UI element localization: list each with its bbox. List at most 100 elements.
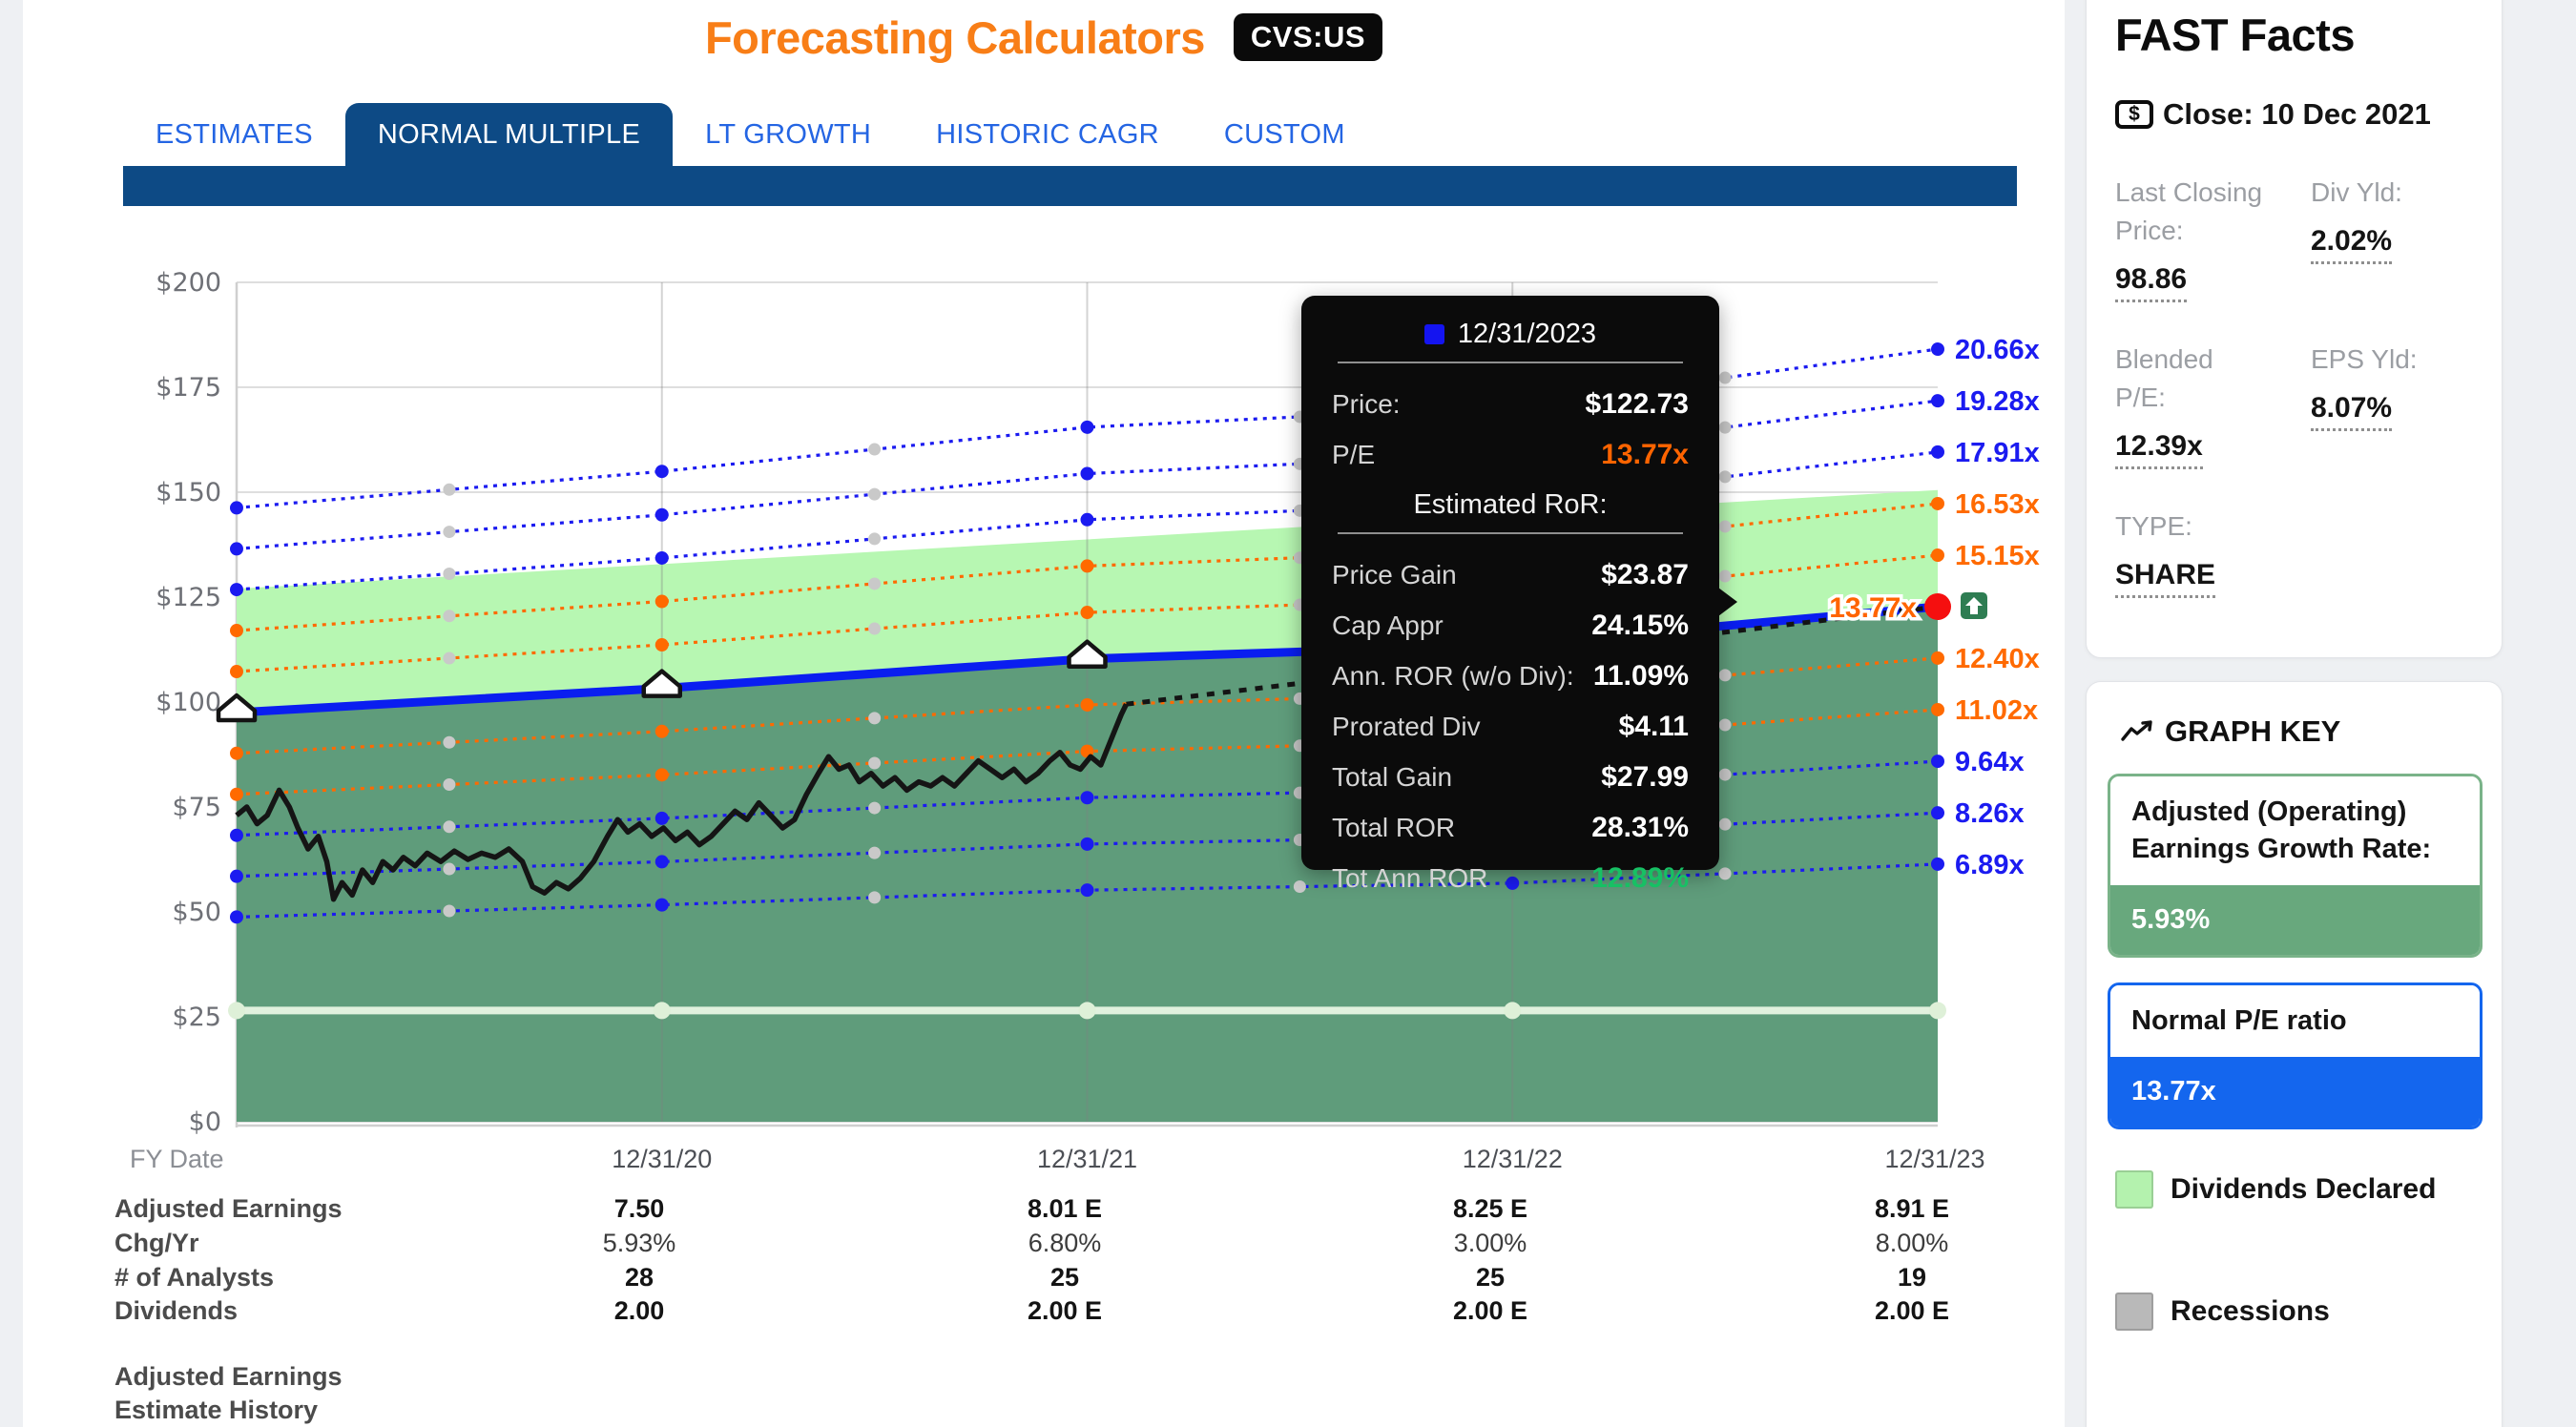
table-cell: 2.00 E [1874, 1296, 1950, 1325]
pe-line-col-dot [1080, 559, 1094, 573]
table-cell: 3.00% [1453, 1229, 1527, 1257]
fast-fact-item: Blended P/E: 12.39x [2115, 341, 2311, 469]
tab-lt-growth[interactable]: LT GROWTH [705, 118, 872, 150]
close-date-label: Close: 10 Dec 2021 [2163, 97, 2431, 131]
pe-line-mid-dot [1718, 817, 1732, 831]
table-row-label: Chg/Yr [114, 1229, 199, 1257]
pe-line-col-dot [1080, 420, 1094, 434]
fast-fact-value[interactable]: 12.39x [2115, 430, 2203, 469]
pe-line-end-dot [230, 910, 243, 924]
x-axis-tick-label: 12/31/20 [612, 1145, 712, 1173]
tooltip-row-label: Total Gain [1332, 761, 1453, 792]
normal-pe-key-card[interactable]: Normal P/E ratio 13.77x [2108, 982, 2483, 1129]
pe-line-mid-dot [868, 846, 882, 859]
tooltip-row-label: Cap Appr [1332, 610, 1444, 640]
pe-line-col-dot [654, 898, 669, 912]
pe-line-col-dot [654, 855, 669, 869]
pe-line-mid-dot [868, 487, 882, 501]
tooltip-row-label: Price: [1332, 388, 1401, 419]
dividend-payout-dot [1929, 1002, 1946, 1020]
normal-pe-value: 13.77x [2110, 1057, 2480, 1127]
forecast-chart[interactable]: $0 $25 $50 $75 $100 $125 $150 $175 $200 20.66x 19.… [118, 267, 2103, 1173]
pe-multiple-label: 8.26x [1955, 798, 2025, 829]
pe-multiple-label: 20.66x [1955, 335, 2040, 365]
x-axis-title: FY Date [130, 1145, 224, 1173]
pe-line-end-dot [1931, 394, 1944, 408]
tooltip-row-value: $122.73 [1585, 387, 1689, 420]
dividend-payout-dot [1078, 1002, 1096, 1020]
fast-fact-value[interactable]: SHARE [2115, 559, 2216, 598]
pe-line-end-dot [230, 542, 243, 556]
fast-fact-label: Blended P/E: [2115, 344, 2213, 412]
header: Forecasting Calculators CVS:US [23, 4, 2065, 71]
normal-pe-end-label: 13.77x [1829, 592, 1917, 624]
pe-line-col-dot [654, 594, 669, 609]
normal-pe-label: Normal P/E ratio [2110, 985, 2480, 1057]
y-axis-tick-label: $125 [156, 583, 221, 612]
page-title: Forecasting Calculators [704, 11, 1205, 63]
arrow-up-icon [1965, 597, 1983, 614]
table-cell: 6.80% [1028, 1229, 1102, 1257]
pe-line-end-dot [230, 665, 243, 679]
legend-item-recessions: Recessions [2115, 1292, 2483, 1332]
earnings-growth-label: Adjusted (Operating) Earnings Growth Rat… [2110, 776, 2480, 885]
fast-fact-value[interactable]: 8.07% [2311, 392, 2393, 431]
tab-custom[interactable]: CUSTOM [1223, 118, 1345, 150]
tab-underline-bar [123, 166, 2017, 206]
pe-multiple-label: 19.28x [1955, 386, 2040, 417]
y-axis-tick-label: $0 [189, 1107, 221, 1137]
pe-line-col-dot [1506, 876, 1520, 890]
pe-line-mid-dot [443, 862, 456, 876]
pe-multiple-label: 16.53x [1955, 489, 2040, 520]
legend-item-dividends-declared: Dividends Declared [2115, 1169, 2483, 1210]
pe-line-col-dot [654, 550, 669, 565]
y-axis-tick-label: $50 [172, 898, 221, 927]
fast-fact-label: EPS Yld: [2311, 344, 2418, 374]
fast-fact-value[interactable]: 98.86 [2115, 263, 2188, 302]
earnings-growth-key-card[interactable]: Adjusted (Operating) Earnings Growth Rat… [2108, 774, 2483, 958]
pe-line-mid-dot [868, 801, 882, 815]
tooltip-row: Total Gain $27.99 [1332, 752, 1689, 802]
table-cell: 28 [624, 1263, 654, 1292]
pe-line-mid-dot [1718, 669, 1732, 682]
pe-line-end-dot [1931, 806, 1944, 820]
tab-normal-multiple[interactable]: NORMAL MULTIPLE [344, 103, 674, 166]
ticker-badge[interactable]: CVS:US [1233, 13, 1383, 61]
tooltip-row: P/E 13.77x [1332, 429, 1689, 480]
tooltip-row-label: P/E [1332, 439, 1376, 469]
x-axis-tick-label: 12/31/21 [1037, 1145, 1137, 1173]
tooltip-row-label: Total ROR [1332, 812, 1456, 842]
table-cell: 25 [1475, 1263, 1506, 1292]
pe-line-col-dot [1080, 512, 1094, 527]
y-axis-tick-label: $200 [156, 268, 221, 298]
tab-historic-cagr[interactable]: HISTORIC CAGR [936, 118, 1159, 150]
pe-multiple-label: 6.89x [1955, 850, 2025, 880]
graph-key-title: GRAPH KEY [2165, 714, 2341, 748]
table-cell: 2.00 E [1027, 1296, 1103, 1325]
tooltip-row: Prorated Div $4.11 [1332, 701, 1689, 752]
pe-line-col-dot [654, 507, 669, 522]
pe-line-end-dot [1931, 702, 1944, 716]
fast-fact-item: EPS Yld: 8.07% [2311, 341, 2502, 469]
table-footer-line1: Adjusted Earnings [114, 1362, 343, 1391]
pe-line-end-dot [1931, 651, 1944, 665]
table-cell: 8.00% [1875, 1229, 1949, 1257]
tooltip-row-value: 11.09% [1592, 659, 1689, 692]
graph-key-panel: GRAPH KEY Adjusted (Operating) Earnings … [2086, 681, 2503, 1427]
toggle-forecast-icon[interactable] [1961, 592, 1987, 619]
pe-line-end-dot [1931, 857, 1944, 871]
y-axis-tick-label: $150 [156, 478, 221, 507]
tooltip-row-label: Price Gain [1332, 559, 1457, 589]
pe-line-col-dot [1080, 466, 1094, 481]
pe-line-end-dot [230, 869, 243, 883]
tooltip-row-value: $4.11 [1618, 710, 1689, 742]
pe-line-mid-dot [1718, 768, 1732, 781]
pe-line-end-dot [230, 746, 243, 760]
fast-fact-value[interactable]: 2.02% [2311, 225, 2393, 264]
pe-line-col-dot [1080, 883, 1094, 898]
tab-estimates[interactable]: ESTIMATES [156, 118, 313, 150]
tooltip-section-title: Estimated RoR: [1413, 489, 1608, 520]
pe-line-col-dot [1080, 791, 1094, 805]
pe-line-mid-dot [868, 712, 882, 725]
